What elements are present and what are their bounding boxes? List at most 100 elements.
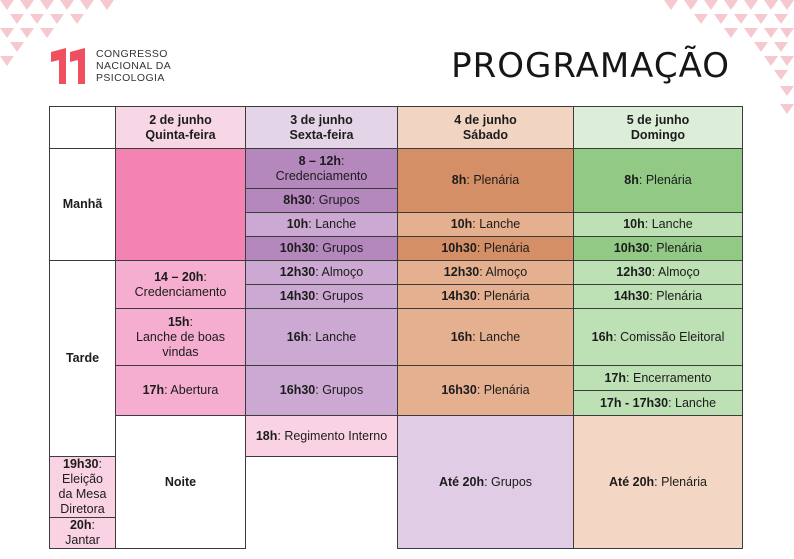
event-text: Abertura xyxy=(170,383,219,397)
event-text: Plenária xyxy=(656,241,703,255)
schedule-table: 2 de junho Quinta-feira 3 de junho Sexta-f… xyxy=(49,106,743,549)
event-time: 10h xyxy=(286,217,309,231)
event-time: 10h xyxy=(623,217,645,231)
event-cell: 16h: Lanche xyxy=(397,308,574,366)
day-weekday: Quinta-feira xyxy=(145,127,216,142)
event-text: Lanche xyxy=(315,217,357,231)
event-text: Lanche de boas vindas xyxy=(136,329,225,359)
day-date: 4 de junho xyxy=(454,112,517,127)
event-cell: 12h30: Almoço xyxy=(397,260,574,285)
event-cell: 12h30: Almoço xyxy=(245,260,398,285)
event-text: Plenária xyxy=(483,289,530,303)
event-time: 20h xyxy=(69,518,92,532)
event-cell: 8h: Plenária xyxy=(397,148,574,213)
day-header-4: 5 de junho Domingo xyxy=(573,106,743,149)
event-cell: 10h30: Grupos xyxy=(245,236,398,261)
day-weekday: Domingo xyxy=(630,127,686,142)
event-cell: 10h: Lanche xyxy=(573,212,743,237)
event-time: Até 20h xyxy=(609,474,655,489)
triangle-pattern-right xyxy=(664,0,794,114)
event-text: Grupos xyxy=(322,241,364,255)
event-cell: 14h30: Grupos xyxy=(245,284,398,309)
event-time: 12h30 xyxy=(279,265,316,279)
event-cell: 20h: Jantar xyxy=(49,517,116,549)
event-time: 16h xyxy=(591,329,614,344)
event-text: Jantar xyxy=(65,533,100,547)
event-time: 16h xyxy=(450,329,473,344)
day-header-3: 4 de junho Sábado xyxy=(397,106,574,149)
event-cell: 17h - 17h30: Lanche xyxy=(573,390,743,416)
event-cell: 16h30: Plenária xyxy=(397,365,574,416)
period-afternoon: Tarde xyxy=(49,260,116,457)
event-time: 8h xyxy=(451,173,467,187)
event-cell: 16h: Lanche xyxy=(245,308,398,366)
event-time: 10h30 xyxy=(279,241,316,255)
event-time: 17h xyxy=(604,370,627,385)
event-time: 14 – 20h xyxy=(154,269,204,284)
event-text: Credenciamento xyxy=(134,284,227,299)
event-time: 12h30 xyxy=(616,265,652,279)
event-cell: 8h: Plenária xyxy=(573,148,743,213)
event-cell: 18h: Regimento Interno xyxy=(245,415,398,457)
event-cell: 10h: Lanche xyxy=(245,212,398,237)
logo-line-1: CONGRESSO xyxy=(96,48,168,60)
event-cell: 14h30: Plenária xyxy=(573,284,743,309)
day-date: 5 de junho xyxy=(626,112,690,127)
period-morning: Manhã xyxy=(49,148,116,261)
event-time: 8 – 12h xyxy=(298,153,341,168)
event-text: Lanche xyxy=(315,329,357,344)
event-text: Grupos xyxy=(491,474,533,489)
period-night: Noite xyxy=(115,415,246,549)
event-text: Plenária xyxy=(473,173,520,187)
event-text: Plenária xyxy=(483,383,530,397)
header-row: 2 de junho Quinta-feira 3 de junho Sexta-f… xyxy=(49,106,743,149)
event-cell: 15h: Lanche de boas vindas xyxy=(115,308,246,366)
event-time: 12h30 xyxy=(443,265,480,279)
event-time: 8h xyxy=(624,173,639,187)
congress-logo: CONGRESSO NACIONAL DA PSICOLOGIA xyxy=(49,44,171,88)
event-cell: 8 – 12h: Credenciamento xyxy=(245,148,398,189)
event-text: Lanche xyxy=(675,395,717,410)
event-cell: 10h: Lanche xyxy=(397,212,574,237)
logo-line-3: PSICOLOGIA xyxy=(96,72,165,84)
event-time: 10h xyxy=(450,217,473,231)
event-text: Plenária xyxy=(656,289,703,303)
day-header-1: 2 de junho Quinta-feira xyxy=(115,106,246,149)
event-cell: 10h30: Plenária xyxy=(397,236,574,261)
logo-line-2: NACIONAL DA xyxy=(96,60,172,72)
event-time: 17h - 17h30 xyxy=(599,395,669,410)
event-text: Lanche xyxy=(651,217,693,231)
event-text: Lanche xyxy=(479,217,521,231)
day-weekday: Sábado xyxy=(462,127,509,142)
page-title: PROGRAMAÇÃO xyxy=(451,46,730,86)
event-time: 10h30 xyxy=(613,241,650,255)
event-cell: 17h: Abertura xyxy=(115,365,246,416)
event-cell: 14h30: Plenária xyxy=(397,284,574,309)
event-cell: 12h30: Almoço xyxy=(573,260,743,285)
event-text: Grupos xyxy=(322,289,364,303)
event-text: Almoço xyxy=(485,265,528,279)
event-time: Até 20h xyxy=(438,474,485,489)
event-cell: 10h30: Plenária xyxy=(573,236,743,261)
event-time: 14h30 xyxy=(441,289,477,303)
event-cell: Até 20h: Grupos xyxy=(397,415,574,549)
day-header-2: 3 de junho Sexta-feira xyxy=(245,106,398,149)
event-time: 14h30 xyxy=(613,289,650,303)
event-cell: Até 20h: Plenária xyxy=(573,415,743,549)
event-cell: 17h: Encerramento xyxy=(573,365,743,391)
event-time: 16h30 xyxy=(441,383,477,397)
corner-cell xyxy=(49,106,116,149)
event-text: Plenária xyxy=(661,474,707,489)
logo-text: CONGRESSO NACIONAL DA PSICOLOGIA xyxy=(96,48,171,84)
day-weekday: Sexta-feira xyxy=(289,127,354,142)
event-time: 14h30 xyxy=(279,289,316,303)
event-time: 10h30 xyxy=(441,241,477,255)
event-text: Plenária xyxy=(483,241,530,255)
event-text: Lanche xyxy=(479,329,521,344)
event-time: 19h30 xyxy=(63,457,99,471)
event-text: Eleição da Mesa Diretora xyxy=(58,472,107,516)
event-time: 15h xyxy=(167,314,190,329)
logo-mark-icon xyxy=(51,48,85,84)
event-cell: 19h30: Eleição da Mesa Diretora xyxy=(49,456,116,518)
event-text: Almoço xyxy=(658,265,700,279)
